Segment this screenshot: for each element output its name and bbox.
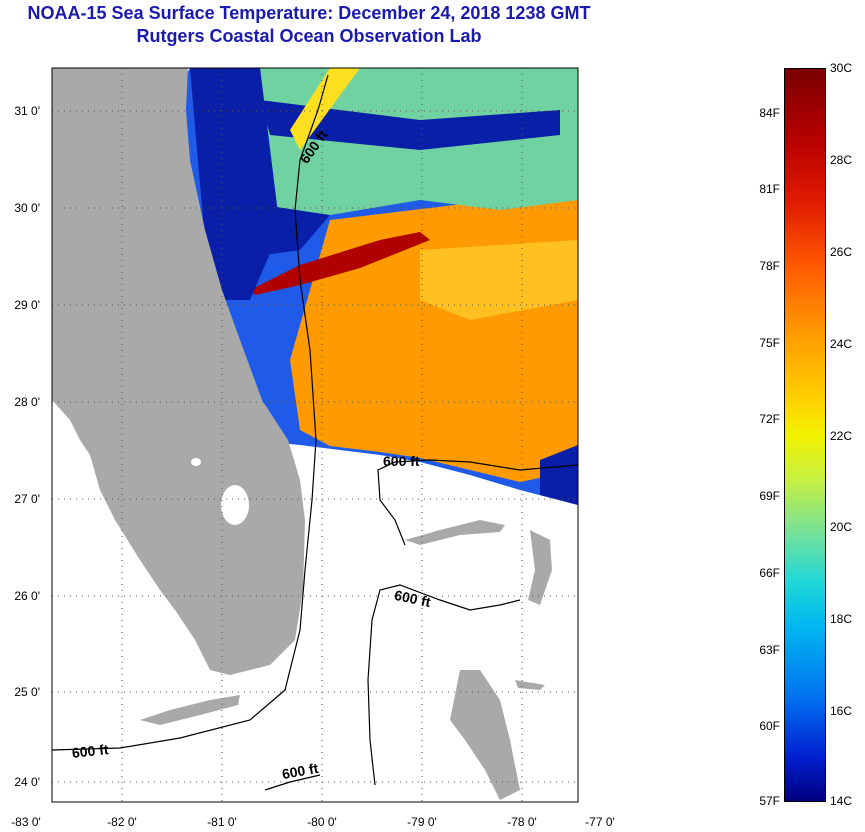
sst-northeast-yellow: [290, 68, 360, 150]
celsius-label: 30C: [830, 61, 853, 75]
contour-600ft-west: [52, 74, 329, 751]
lat-label: 31 0': [14, 104, 40, 118]
fahrenheit-label: 60F: [759, 719, 780, 733]
lat-label: 26 0': [14, 589, 40, 603]
small-lake: [191, 458, 201, 466]
fahrenheit-label: 78F: [759, 259, 780, 273]
sst-southeast-corner: [540, 445, 578, 505]
lake-okeechobee: [221, 485, 249, 525]
celsius-label: 22C: [830, 429, 853, 443]
sst-scan-north-cold: [190, 68, 280, 300]
celsius-label: 26C: [830, 245, 853, 259]
color-scale-bar: [784, 68, 826, 802]
sst-mid-band-2: [420, 240, 578, 320]
lon-label: -82 0': [107, 815, 137, 829]
fahrenheit-label: 81F: [759, 182, 780, 196]
lat-label: 29 0': [14, 298, 40, 312]
celsius-label: 14C: [830, 794, 853, 808]
fahrenheit-label: 84F: [759, 106, 780, 120]
contour-600ft-east: [377, 459, 578, 546]
fahrenheit-label: 72F: [759, 412, 780, 426]
abaco: [528, 530, 552, 605]
lon-label: -78 0': [507, 815, 537, 829]
sst-cold-streak: [260, 100, 560, 150]
lat-label: 28 0': [14, 395, 40, 409]
contour-label: 600 ft: [281, 760, 320, 782]
sst-hot-core: [250, 232, 430, 295]
celsius-label: 20C: [830, 520, 853, 534]
lat-label: 27 0': [14, 492, 40, 506]
contour-label: 600 ft: [71, 741, 109, 761]
map-subtitle: Rutgers Coastal Ocean Observation Lab: [136, 26, 482, 46]
lat-label: 24 0': [14, 775, 40, 789]
celsius-label: 28C: [830, 153, 853, 167]
eleuthera: [515, 680, 545, 690]
fahrenheit-label: 66F: [759, 566, 780, 580]
lat-label: 25 0': [14, 685, 40, 699]
lon-label: -81 0': [207, 815, 237, 829]
florida-land: [52, 68, 305, 675]
lon-label: -80 0': [307, 815, 337, 829]
map-title: NOAA-15 Sea Surface Temperature: Decembe…: [27, 3, 591, 23]
contour-600ft-tongue: [367, 584, 521, 786]
lon-label: -79 0': [407, 815, 437, 829]
grand-bahama: [405, 520, 505, 545]
florida-keys: [140, 695, 240, 725]
andros: [450, 670, 520, 800]
lon-label: -77 0': [585, 815, 615, 829]
fahrenheit-label: 75F: [759, 336, 780, 350]
map-frame: [51, 67, 579, 803]
celsius-label: 18C: [830, 612, 853, 626]
contour-label: 600 ft: [383, 453, 420, 469]
sst-warm-region: [290, 190, 578, 482]
celsius-label: 16C: [830, 704, 853, 718]
fahrenheit-label: 57F: [759, 794, 780, 808]
celsius-label: 24C: [830, 337, 853, 351]
lon-label: -83 0': [11, 815, 41, 829]
lat-label: 30 0': [14, 201, 40, 215]
contour-label: 600 ft: [393, 587, 432, 610]
fahrenheit-label: 63F: [759, 643, 780, 657]
fahrenheit-label: 69F: [759, 489, 780, 503]
contour-600ft-south: [264, 774, 321, 791]
